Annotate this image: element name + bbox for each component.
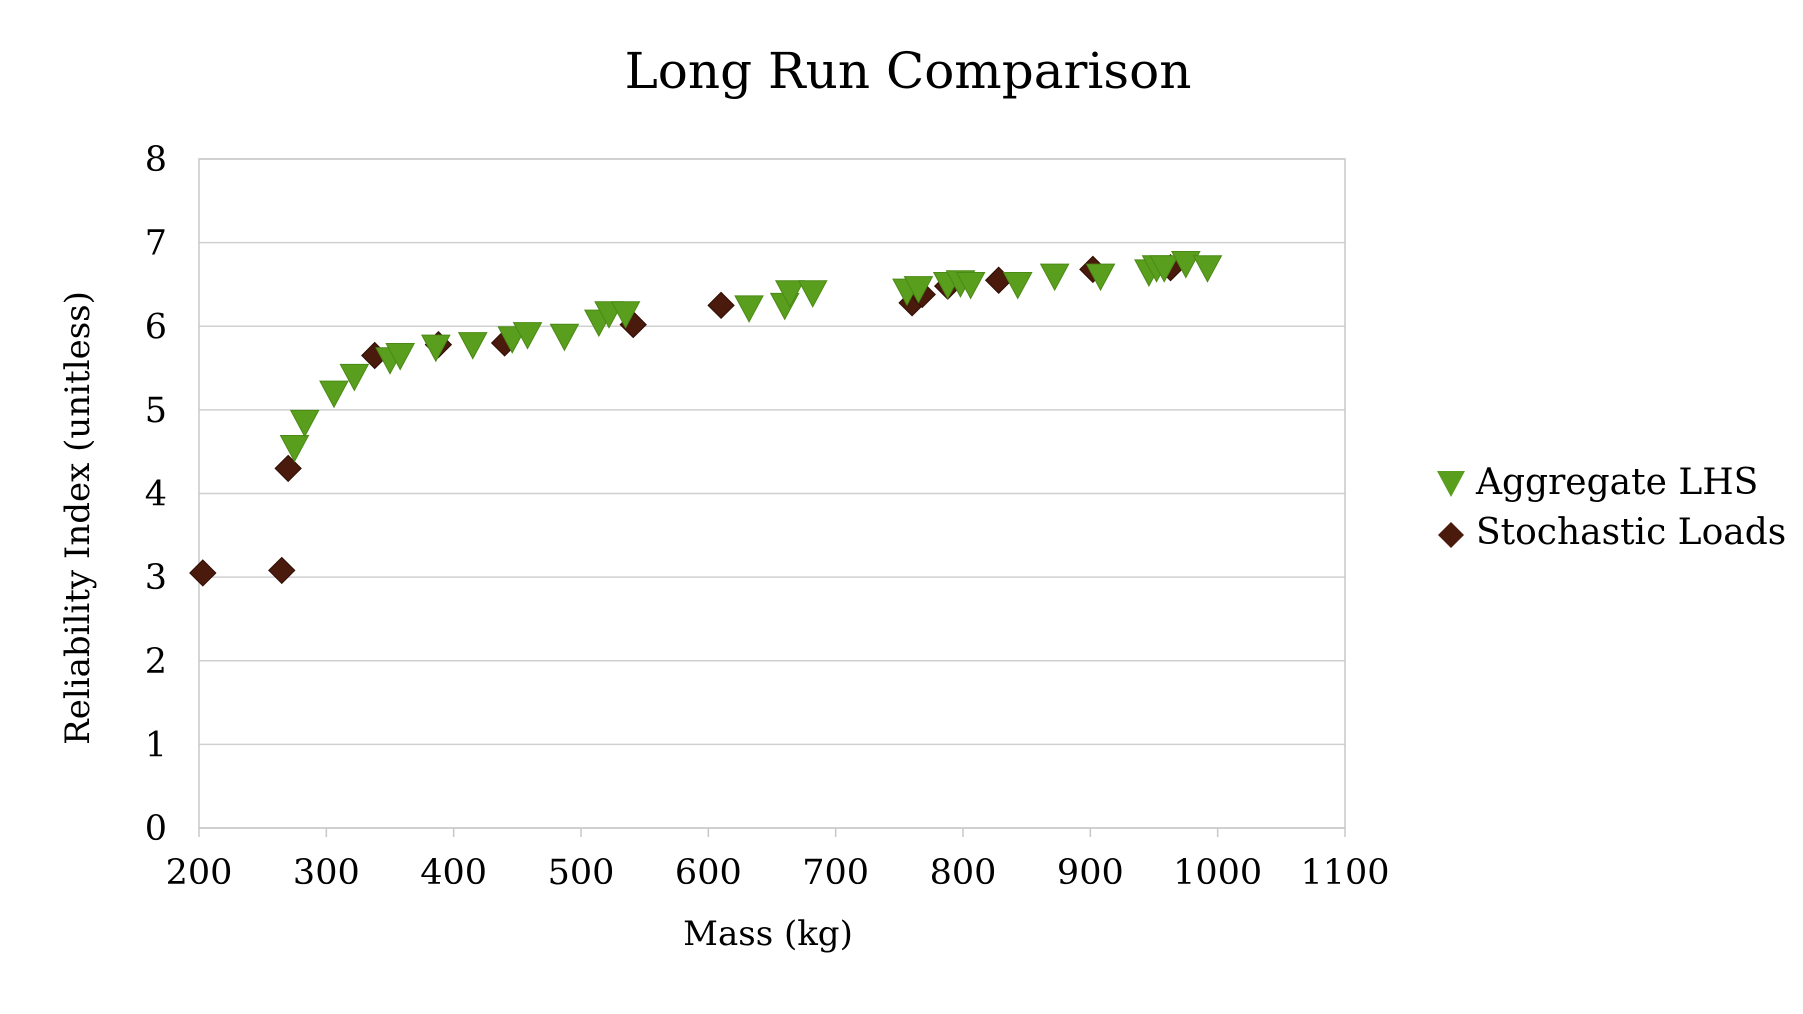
data-point-diamond	[189, 559, 217, 587]
x-tick-label: 500	[548, 853, 615, 893]
data-point-triangle	[903, 276, 934, 304]
x-tick-label: 1000	[1173, 853, 1262, 893]
x-tick-label: 900	[1057, 853, 1124, 893]
data-point-triangle	[610, 301, 641, 329]
data-point-triangle	[1085, 263, 1116, 292]
x-tick-label: 700	[802, 853, 869, 893]
data-point-triangle	[319, 380, 349, 409]
y-tick-labels: 0 1 2 3 4 5 6 7 8	[145, 140, 167, 849]
legend: Aggregate LHS Stochastic Loads	[1437, 462, 1786, 553]
data-point-triangle	[385, 343, 416, 371]
legend-marker-stochastic-loads	[1438, 522, 1464, 548]
series-aggregate-lhs	[279, 251, 1223, 463]
data-point-triangle	[797, 280, 828, 308]
data-point-triangle	[1192, 255, 1223, 283]
x-tick-label: 200	[166, 853, 233, 893]
series-stochastic-loads	[189, 254, 1185, 587]
x-tick-label: 800	[930, 853, 997, 893]
y-tick-label: 3	[145, 558, 167, 598]
data-point-triangle	[457, 332, 488, 360]
y-axis-label: Reliability Index (unitless)	[58, 291, 98, 745]
data-point-triangle	[1002, 271, 1033, 300]
data-point-diamond	[707, 291, 735, 320]
data-point-triangle	[774, 280, 805, 308]
legend-label-aggregate-lhs: Aggregate LHS	[1475, 462, 1758, 503]
y-tick-label: 7	[145, 224, 167, 264]
data-point-triangle	[279, 435, 310, 463]
x-tick-labels: 200 300 400 500 600 700 800 900 1000 1100	[166, 853, 1390, 893]
data-point-triangle	[289, 409, 320, 438]
data-point-triangle	[734, 295, 764, 323]
x-tick-label: 600	[675, 853, 742, 893]
y-tick-label: 5	[145, 391, 167, 431]
data-point-diamond	[268, 556, 296, 585]
y-tick-label: 2	[145, 642, 167, 682]
legend-item-stochastic-loads: Stochastic Loads	[1438, 512, 1786, 553]
x-tick-label: 300	[293, 853, 360, 893]
y-tick-label: 6	[145, 307, 167, 347]
y-tick-label: 1	[145, 725, 167, 765]
legend-marker-aggregate-lhs	[1437, 471, 1465, 497]
x-tick-label: 400	[420, 853, 487, 893]
data-point-triangle	[1149, 255, 1180, 283]
data-point-diamond	[274, 454, 302, 483]
x-tick-label: 1100	[1300, 853, 1389, 893]
x-axis-label: Mass (kg)	[683, 914, 853, 954]
data-point-triangle	[955, 271, 986, 300]
data-point-triangle	[1170, 251, 1201, 279]
data-point-triangle	[1039, 263, 1070, 292]
series-layer	[189, 251, 1223, 587]
data-point-triangle	[512, 322, 543, 350]
chart-title: Long Run Comparison	[625, 42, 1192, 100]
legend-label-stochastic-loads: Stochastic Loads	[1476, 512, 1786, 553]
legend-item-aggregate-lhs: Aggregate LHS	[1437, 462, 1758, 503]
y-tick-label: 8	[145, 140, 167, 180]
data-point-triangle	[339, 363, 370, 392]
plot-frame	[198, 158, 1346, 829]
data-point-triangle	[549, 323, 580, 352]
data-point-triangle	[421, 334, 451, 363]
y-tick-label: 4	[145, 475, 167, 515]
y-tick-label: 0	[145, 809, 167, 849]
